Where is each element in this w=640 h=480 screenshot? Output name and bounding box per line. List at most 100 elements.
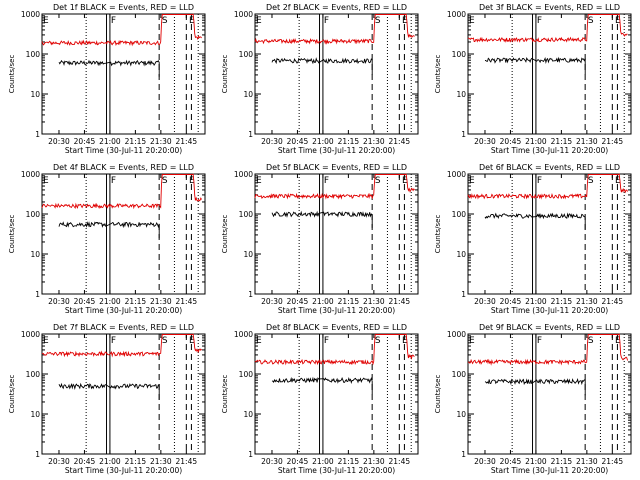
y-tick-label: 10 (456, 410, 466, 419)
y-tick-label: 1000 (234, 170, 253, 179)
x-tick-label: 21:00 (525, 457, 547, 466)
x-tick-label: 21:15 (338, 457, 360, 466)
x-tick-label: 21:30 (150, 137, 172, 146)
event-marker-letter: E (189, 336, 195, 346)
detector-panel: Det 7f BLACK = Events, RED = LLD 1 10 100 10… (8, 323, 206, 475)
event-marker-letter: F (111, 336, 116, 346)
x-tick-label: 21:45 (176, 457, 198, 466)
x-tick-label: 20:30 (48, 297, 70, 306)
x-tick-label: 20:30 (474, 297, 496, 306)
y-tick-label: 10 (243, 250, 253, 259)
x-tick-label: 21:15 (338, 137, 360, 146)
y-tick-label: 1 (461, 130, 466, 139)
x-tick-label: 20:45 (287, 137, 309, 146)
x-tick-label: 20:45 (500, 297, 522, 306)
detector-panel: Det 6f BLACK = Events, RED = LLD 1 10 100 10… (434, 163, 632, 315)
y-tick-label: 1 (248, 450, 253, 459)
x-tick-label: 20:45 (74, 137, 96, 146)
x-tick-label: 21:45 (176, 297, 198, 306)
y-tick-label: 100 (452, 370, 467, 379)
y-axis-label: Counts/sec (434, 55, 442, 94)
y-tick-label: 100 (452, 210, 467, 219)
event-marker-letter: E (43, 336, 49, 346)
event-marker-letter: E (256, 336, 262, 346)
x-axis-label: Start Time (30-Jul-11 20:20:00) (65, 306, 182, 315)
y-tick-label: 100 (239, 210, 254, 219)
event-marker-letter: F (537, 16, 542, 26)
events-series-line (271, 376, 373, 395)
x-tick-label: 21:45 (602, 457, 624, 466)
x-tick-label: 21:00 (312, 137, 334, 146)
y-tick-label: 1 (461, 290, 466, 299)
y-tick-label: 1 (248, 290, 253, 299)
x-tick-label: 21:15 (551, 137, 573, 146)
detector-panel: Det 2f BLACK = Events, RED = LLD 1 10 100 10… (221, 3, 419, 155)
detector-panel: Det 3f BLACK = Events, RED = LLD 1 10 100 10… (434, 3, 632, 155)
x-tick-label: 21:30 (150, 297, 172, 306)
event-marker-letter: E (402, 16, 408, 26)
x-tick-label: 20:30 (48, 457, 70, 466)
detector-panel: Det 8f BLACK = Events, RED = LLD 1 10 100 10… (221, 323, 419, 475)
lld-series-line (467, 173, 628, 200)
x-tick-label: 21:45 (389, 137, 411, 146)
plot-frame (467, 173, 632, 295)
plot-frame (254, 13, 419, 135)
x-tick-label: 21:45 (602, 137, 624, 146)
plot-frame (41, 173, 206, 295)
y-tick-label: 10 (456, 250, 466, 259)
y-tick-label: 100 (26, 210, 41, 219)
event-marker-letter: F (111, 16, 116, 26)
x-tick-label: 21:30 (363, 297, 385, 306)
plot-frame (254, 333, 419, 455)
y-tick-label: 1000 (447, 170, 466, 179)
x-tick-label: 20:30 (474, 137, 496, 146)
lld-series-line (254, 333, 415, 366)
event-marker-letter: F (324, 16, 329, 26)
lld-series-line (467, 333, 629, 366)
y-tick-label: 1 (461, 450, 466, 459)
x-axis-label: Start Time (30-Jul-11 20:20:00) (278, 146, 395, 155)
event-marker-letter: E (43, 16, 49, 26)
x-tick-label: 21:30 (150, 457, 172, 466)
plot-frame (41, 333, 206, 455)
event-marker-letter: S (375, 176, 381, 186)
events-series-line (484, 378, 586, 396)
event-marker-letter: E (189, 176, 195, 186)
x-tick-label: 21:00 (312, 457, 334, 466)
y-tick-label: 10 (30, 250, 40, 259)
x-tick-label: 21:15 (125, 457, 147, 466)
x-axis-label: Start Time (30-Jul-11 20:20:00) (278, 306, 395, 315)
plot-frame (41, 13, 206, 135)
y-tick-label: 1000 (234, 330, 253, 339)
event-marker-letter: S (375, 16, 381, 26)
y-tick-label: 1000 (21, 330, 40, 339)
y-axis-label: Counts/sec (8, 215, 16, 254)
detector-panel: Det 9f BLACK = Events, RED = LLD 1 10 100 10… (434, 323, 632, 475)
x-axis-label: Start Time (30-Jul-11 20:20:00) (65, 466, 182, 475)
lld-series-line (41, 333, 202, 358)
x-axis-label: Start Time (30-Jul-11 20:20:00) (491, 306, 608, 315)
y-tick-label: 1000 (234, 10, 253, 19)
x-tick-label: 21:15 (125, 137, 147, 146)
events-series-line (271, 57, 373, 75)
events-series-line (58, 221, 160, 239)
x-tick-label: 20:30 (474, 457, 496, 466)
event-marker-letter: S (588, 336, 594, 346)
x-tick-label: 21:45 (602, 297, 624, 306)
panel-title: Det 3f BLACK = Events, RED = LLD (479, 3, 620, 12)
panel-title: Det 4f BLACK = Events, RED = LLD (53, 163, 194, 172)
event-marker-letter: S (588, 16, 594, 26)
event-marker-letter: S (375, 336, 381, 346)
y-tick-label: 10 (30, 90, 40, 99)
x-tick-label: 20:45 (287, 297, 309, 306)
x-tick-label: 21:15 (338, 297, 360, 306)
y-axis-label: Counts/sec (221, 55, 229, 94)
x-tick-label: 20:45 (74, 297, 96, 306)
panel-title: Det 1f BLACK = Events, RED = LLD (53, 3, 194, 12)
event-marker-letter: E (43, 176, 49, 186)
x-tick-label: 21:45 (389, 457, 411, 466)
event-marker-letter: F (111, 176, 116, 186)
x-tick-label: 21:45 (389, 297, 411, 306)
x-tick-label: 21:00 (525, 137, 547, 146)
event-marker-letter: S (588, 176, 594, 186)
